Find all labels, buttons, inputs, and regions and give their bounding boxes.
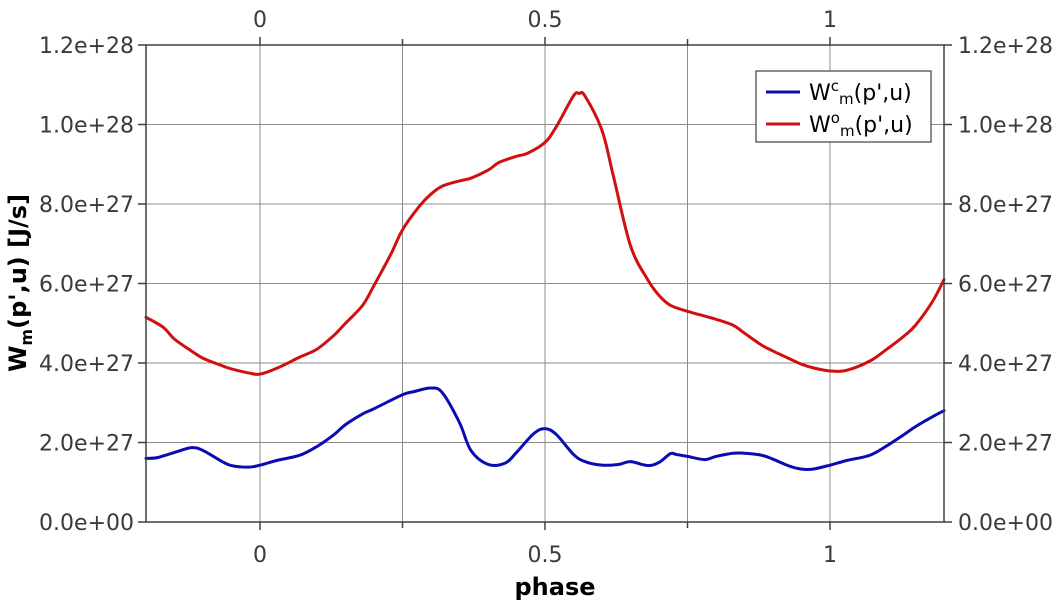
series-line-wc <box>144 386 946 472</box>
legend: Wcm(p',u) Wom(p',u) <box>755 70 932 143</box>
series-line-wo <box>144 90 946 376</box>
x-axis-title: phase <box>514 573 595 601</box>
legend-box <box>755 70 932 143</box>
y-tick-label-left-6: 1.2e+28 <box>39 34 134 59</box>
x-tick-label-top-0: 0 <box>253 8 267 33</box>
tick-labels: 0.0e+00 0.0e+00 2.0e+27 2.0e+27 4.0e+27 4.0e+… <box>39 8 1053 568</box>
legend-label-wo: Wom(p',u) <box>809 109 913 140</box>
x-tick-label-bottom-0: 0 <box>253 543 267 568</box>
y-axis-title: Wm(p',u) [J/s] <box>4 194 36 372</box>
y-tick-label-right-2: 4.0e+27 <box>958 352 1053 377</box>
y-tick-label-left-5: 1.0e+28 <box>39 114 134 139</box>
x-tick-label-top-2: 1 <box>823 8 837 33</box>
y-tick-label-left-2: 4.0e+27 <box>39 352 134 377</box>
y-tick-label-left-1: 2.0e+27 <box>39 432 134 457</box>
y-tick-label-right-3: 6.0e+27 <box>958 273 1053 298</box>
x-tick-label-bottom-1: 0.5 <box>528 543 563 568</box>
y-tick-label-left-3: 6.0e+27 <box>39 273 134 298</box>
x-tick-label-bottom-2: 1 <box>823 543 837 568</box>
y-tick-label-right-4: 8.0e+27 <box>958 193 1053 218</box>
axis-ticks <box>138 37 952 530</box>
y-tick-label-right-0: 0.0e+00 <box>958 511 1053 536</box>
y-tick-label-right-6: 1.2e+28 <box>958 34 1053 59</box>
legend-label-wc: Wcm(p',u) <box>809 77 912 108</box>
x-tick-label-top-1: 0.5 <box>528 8 563 33</box>
plot-series <box>144 90 946 472</box>
y-tick-label-left-0: 0.0e+00 <box>39 511 134 536</box>
y-tick-label-left-4: 8.0e+27 <box>39 193 134 218</box>
y-tick-label-right-5: 1.0e+28 <box>958 114 1053 139</box>
y-tick-label-right-1: 2.0e+27 <box>958 432 1053 457</box>
